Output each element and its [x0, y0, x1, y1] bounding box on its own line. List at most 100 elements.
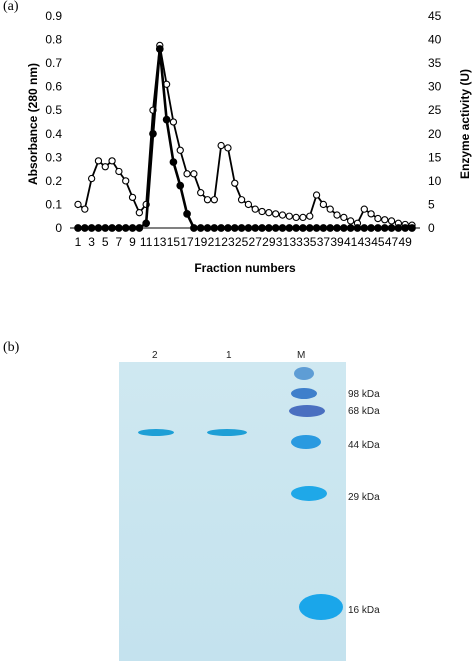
left-tick-label: 0	[55, 221, 62, 235]
x-tick-label: 35	[303, 235, 317, 249]
left-tick-label: 0.1	[45, 197, 62, 211]
enzyme-activity-point	[115, 224, 123, 232]
enzyme-activity-point	[394, 224, 403, 232]
enzyme-activity-point	[374, 224, 382, 232]
enzyme-activity-point	[299, 224, 307, 232]
marker-band-16	[299, 594, 343, 620]
enzyme-activity-point	[162, 115, 171, 124]
sds-page-gel: 2 1 M	[119, 350, 346, 661]
absorbance-point	[285, 212, 293, 220]
right-tick-label: 40	[428, 33, 442, 47]
x-tick-label: 21	[208, 235, 222, 249]
enzyme-activity-point	[101, 224, 110, 232]
x-tick-label: 17	[180, 235, 194, 249]
enzyme-activity-point	[367, 224, 375, 232]
absorbance-point	[251, 205, 259, 213]
enzyme-activity-point	[210, 224, 219, 232]
absorbance-point	[258, 207, 266, 216]
marker-label-98: 98 kDa	[348, 389, 380, 400]
enzyme-activity-point	[408, 224, 416, 232]
enzyme-activity-point	[87, 224, 96, 232]
left-tick-label: 0.3	[45, 150, 62, 164]
absorbance-point	[197, 189, 205, 197]
x-tick-label: 43	[358, 235, 372, 249]
left-tick-label: 0.2	[45, 174, 62, 188]
absorbance-point	[203, 196, 212, 204]
y-left-axis-title: Absorbance (280 nm)	[26, 63, 40, 185]
absorbance-series	[74, 41, 416, 229]
x-tick-label: 7	[116, 235, 123, 249]
y-right-axis-title: Enzyme activity (U)	[458, 69, 472, 179]
x-tick-label: 39	[330, 235, 344, 249]
absorbance-point	[244, 200, 253, 209]
x-tick-label: 1	[75, 235, 82, 249]
lane-label-1: 1	[226, 350, 232, 361]
absorbance-point	[299, 213, 307, 222]
absorbance-point	[87, 174, 96, 183]
x-tick-label: 3	[88, 235, 95, 249]
absorbance-point	[340, 213, 348, 222]
absorbance-point	[101, 163, 109, 171]
enzyme-activity-point	[135, 224, 144, 232]
lane-label-m: M	[297, 350, 306, 361]
enzyme-activity-point	[121, 224, 130, 232]
enzyme-activity-point	[319, 224, 328, 232]
panel-a-label: (a)	[3, 0, 19, 14]
lane-1-band	[207, 429, 247, 436]
enzyme-activity-point	[74, 224, 82, 232]
x-axis-title: Fraction numbers	[194, 261, 296, 275]
enzyme-activity-point	[251, 224, 260, 232]
right-tick-label: 5	[428, 197, 435, 211]
absorbance-point	[81, 205, 89, 213]
enzyme-activity-point	[387, 224, 396, 232]
left-tick-label: 0.9	[45, 9, 62, 23]
enzyme-activity-point	[80, 224, 89, 232]
absorbance-point	[183, 170, 191, 178]
right-tick-label: 30	[428, 80, 442, 94]
enzyme-activity-point	[169, 158, 178, 166]
marker-label-68: 68 kDa	[348, 406, 380, 417]
absorbance-line	[77, 45, 413, 227]
enzyme-activity-point	[258, 224, 266, 232]
marker-label-44: 44 kDa	[348, 440, 380, 451]
right-tick-label: 0	[428, 221, 435, 235]
absorbance-point	[231, 179, 239, 187]
enzyme-activity-point	[326, 224, 335, 232]
enzyme-activity-point	[265, 224, 273, 232]
enzyme-activity-point	[237, 224, 246, 232]
right-tick-label: 15	[428, 150, 442, 164]
left-tick-label: 0.4	[45, 127, 62, 141]
enzyme-activity-point	[94, 224, 103, 232]
right-axis-ticks: 0 5 10 15 20 25 30 35 40 45	[428, 9, 442, 235]
absorbance-point	[190, 170, 198, 178]
absorbance-point	[333, 211, 341, 219]
enzyme-activity-point	[142, 219, 151, 228]
right-tick-label: 25	[428, 103, 442, 117]
enzyme-activity-point	[401, 224, 410, 232]
left-tick-label: 0.5	[45, 103, 62, 117]
enzyme-activity-point	[149, 129, 157, 138]
x-tick-label: 45	[371, 235, 385, 249]
right-tick-label: 45	[428, 9, 442, 23]
absorbance-point	[115, 167, 123, 176]
x-tick-label: 41	[344, 235, 358, 249]
left-axis-ticks: 0 0.1 0.2 0.3 0.4 0.5 0.6 0.7 0.8 0.9	[45, 9, 62, 235]
absorbance-point	[292, 213, 300, 222]
absorbance-point	[347, 217, 355, 225]
x-tick-label: 13	[153, 235, 167, 249]
x-tick-label: 9	[129, 235, 136, 249]
absorbance-point	[326, 205, 334, 213]
enzyme-activity-point	[128, 224, 137, 232]
enzyme-activity-point	[183, 210, 191, 218]
absorbance-point	[74, 200, 82, 209]
enzyme-activity-point	[380, 224, 389, 232]
enzyme-activity-point	[230, 224, 239, 232]
enzyme-activity-point	[190, 224, 198, 232]
absorbance-point	[94, 157, 103, 165]
absorbance-point	[176, 146, 184, 154]
marker-label-29: 29 kDa	[348, 492, 380, 503]
x-axis-ticks: 1 3 5 7 9 11 13 15 17 19 21 23 25 27 29 31 33 35 37 39 41 43 4…	[75, 235, 413, 249]
chromatography-chart: 00.10.20.30.40.50.60.70.80.9 05101520253…	[26, 9, 472, 275]
lane-2-band	[138, 429, 174, 436]
enzyme-activity-point	[196, 224, 205, 232]
